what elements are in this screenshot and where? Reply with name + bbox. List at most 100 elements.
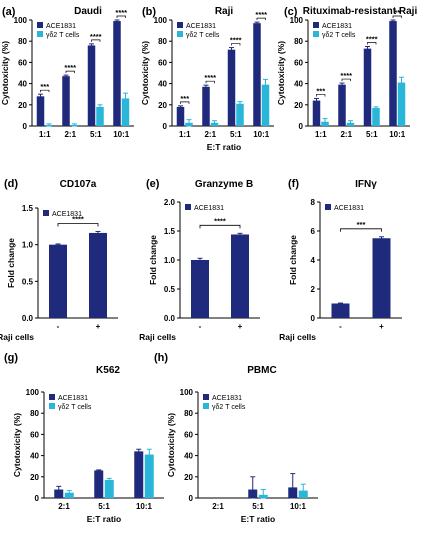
legend-swatch-d-0 — [43, 210, 49, 216]
legend-swatch-b-1 — [177, 31, 183, 37]
x-tick-label: 10:1 — [389, 130, 406, 139]
significance-label: **** — [366, 35, 378, 44]
y-tick-label: 0.5 — [22, 277, 34, 286]
significance-bracket — [40, 89, 50, 93]
bar-b-s1-2 — [236, 103, 244, 126]
y-tick-label: 20 — [294, 101, 303, 110]
y-axis-label-d: Fold change — [6, 238, 16, 288]
y-tick-label: 0 — [311, 314, 316, 323]
x-tick-label: 5:1 — [366, 130, 378, 139]
significance-bracket — [180, 101, 190, 104]
significance-label: **** — [64, 63, 76, 72]
legend-label-d-0: ACE1831 — [52, 211, 82, 218]
y-tick-label: 60 — [158, 58, 167, 67]
significance-label: **** — [230, 36, 242, 45]
y-tick-label: 2.0 — [164, 198, 176, 207]
legend-swatch-e-0 — [185, 204, 191, 210]
significance-label: *** — [357, 220, 366, 229]
x-tick-label: - — [57, 322, 60, 331]
x-axis-label-g: E:T ratio — [87, 514, 121, 524]
x-tick-label: - — [339, 322, 342, 331]
y-axis-label-c: Cytotoxicity (%) — [276, 41, 286, 105]
y-tick-label: 0.0 — [164, 314, 176, 323]
bar-e-s0-1 — [231, 234, 249, 318]
legend-label-b-1: γδ2 T cells — [186, 32, 220, 39]
y-tick-label: 80 — [294, 37, 303, 46]
bar-g-s1-1 — [104, 479, 114, 498]
legend-swatch-c-1 — [313, 31, 319, 37]
y-tick-label: 1.0 — [164, 256, 176, 265]
bar-c-s0-2 — [363, 48, 372, 127]
y-tick-label: 1.5 — [22, 204, 34, 213]
bar-c-s1-2 — [372, 107, 380, 126]
significance-bracket — [256, 17, 266, 21]
significance-label: *** — [316, 86, 325, 95]
y-axis-label-b: Cytotoxicity (%) — [140, 41, 150, 105]
legend-label-e-0: ACE1831 — [194, 205, 224, 212]
bar-b-s0-2 — [227, 49, 236, 126]
y-tick-label: 100 — [290, 16, 304, 25]
significance-label: **** — [90, 32, 102, 41]
y-tick-label: 1.5 — [164, 227, 176, 236]
significance-bracket — [199, 224, 241, 229]
bar-c-s0-0 — [312, 100, 321, 126]
legend-label-b-0: ACE1831 — [186, 23, 216, 30]
chart-title-g: K562 — [96, 365, 120, 376]
bar-g-s0-1 — [94, 470, 104, 498]
x-tick-label: 5:1 — [90, 130, 102, 139]
bar-f-s0-0 — [331, 303, 350, 318]
significance-bracket — [57, 223, 99, 227]
bar-b-s1-3 — [261, 84, 270, 126]
x-tick-label: 1:1 — [315, 130, 327, 139]
y-tick-label: 100 — [154, 16, 168, 25]
significance-label: ** — [394, 8, 400, 17]
bar-e-s0-0 — [191, 260, 209, 318]
legend-swatch-c-0 — [313, 22, 319, 28]
bar-b-s0-3 — [253, 23, 261, 126]
x-tick-label: 2:1 — [340, 130, 352, 139]
panel-label-g: (g) — [4, 352, 18, 364]
x-tick-label: 10:1 — [113, 130, 130, 139]
panel-label-a: (a) — [2, 6, 16, 18]
significance-bracket — [205, 80, 215, 84]
chart-title-f: IFNγ — [355, 179, 377, 190]
x-axis-label-f: Raji cells — [279, 332, 316, 342]
bar-g-s1-2 — [144, 454, 154, 498]
legend-label-f-0: ACE1831 — [334, 205, 364, 212]
bar-g-s1-0 — [64, 492, 74, 498]
significance-bracket — [231, 43, 241, 46]
bar-f-s0-1 — [372, 238, 391, 318]
significance-label: **** — [255, 10, 267, 19]
panel-label-h: (h) — [154, 352, 168, 364]
x-tick-label: 2:1 — [212, 502, 224, 511]
y-tick-label: 80 — [158, 37, 167, 46]
legend-swatch-h-0 — [203, 394, 209, 400]
y-tick-label: 80 — [184, 409, 193, 418]
chart-title-c: Rituximab-resistant Raji — [303, 6, 418, 17]
bar-b-s0-0 — [176, 106, 185, 126]
x-tick-label: + — [379, 322, 384, 331]
legend-label-c-1: γδ2 T cells — [322, 32, 356, 39]
chart-title-a: Daudi — [74, 6, 102, 17]
bar-a-s1-3 — [121, 98, 130, 126]
significance-bracket — [65, 70, 75, 74]
significance-label: *** — [180, 94, 189, 103]
significance-bracket — [116, 15, 126, 18]
legend-label-g-0: ACE1831 — [58, 395, 88, 402]
x-tick-label: 10:1 — [136, 502, 153, 511]
y-tick-label: 0.5 — [164, 285, 176, 294]
panel-label-d: (d) — [4, 178, 18, 190]
x-tick-label: 5:1 — [230, 130, 242, 139]
legend-swatch-g-1 — [49, 403, 55, 409]
y-tick-label: 100 — [180, 388, 194, 397]
bar-a-s1-2 — [96, 106, 104, 126]
bar-d-s0-1 — [89, 232, 107, 318]
legend-label-h-1: γδ2 T cells — [212, 404, 246, 411]
legend-label-a-0: ACE1831 — [46, 23, 76, 30]
panel-label-b: (b) — [142, 6, 156, 18]
legend-label-g-1: γδ2 T cells — [58, 404, 92, 411]
significance-label: **** — [340, 71, 352, 80]
y-tick-label: 60 — [18, 58, 27, 67]
chart-title-e: Granzyme B — [195, 179, 253, 190]
x-tick-label: 1:1 — [39, 130, 51, 139]
